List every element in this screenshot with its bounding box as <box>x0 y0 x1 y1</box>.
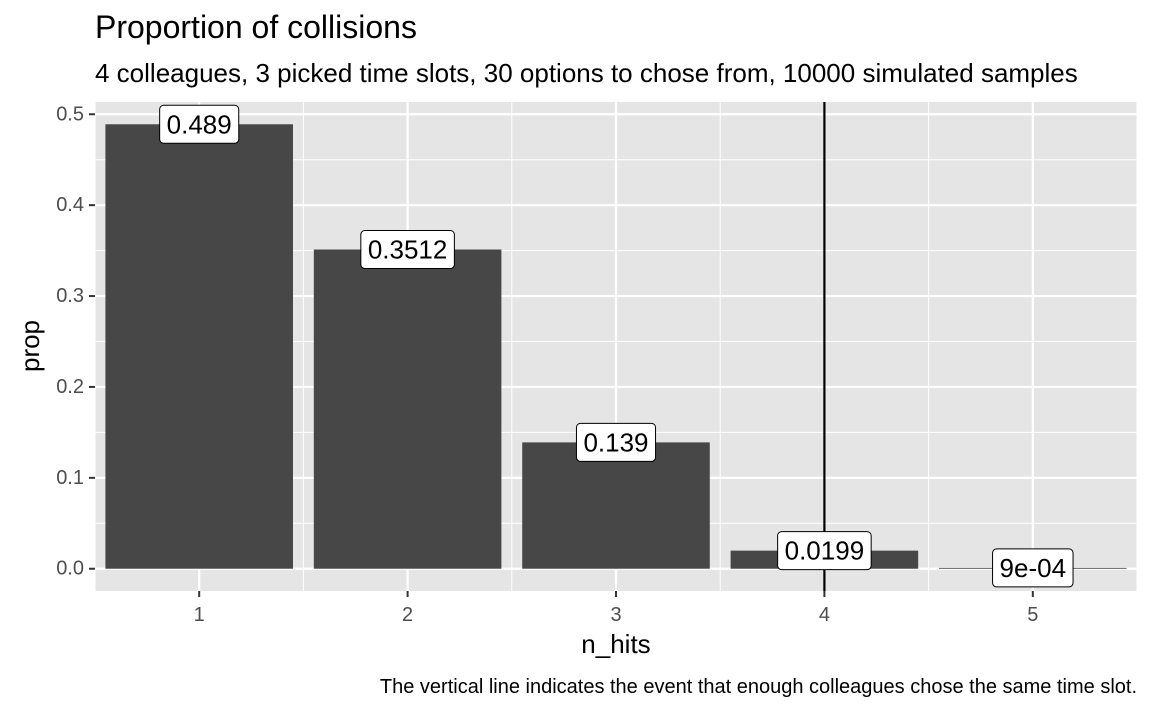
y-tick-label: 0.2 <box>56 376 84 398</box>
data-label-box <box>360 230 455 270</box>
data-label-5: 9e-04 <box>992 548 1074 588</box>
y-tick-label: 0.4 <box>56 194 84 216</box>
data-label-text: 0.139 <box>583 427 648 457</box>
y-axis-title: prop <box>15 320 45 372</box>
data-label-box <box>992 548 1074 588</box>
bars <box>105 124 1127 569</box>
x-tick-label: 3 <box>610 604 621 626</box>
data-label-box <box>159 104 240 144</box>
data-label-3: 0.139 <box>575 422 657 462</box>
x-axis: 1 2 3 4 5 <box>194 591 1038 626</box>
data-labels: 0.489 0.3512 0.139 0.0199 9e-04 <box>159 104 1074 588</box>
y-axis: 0.0 0.1 0.2 0.3 0.4 0.5 <box>56 103 95 580</box>
data-label-1: 0.489 <box>159 104 240 144</box>
x-tick-label: 1 <box>194 604 205 626</box>
data-label-text: 9e-04 <box>1000 553 1067 583</box>
data-label-box <box>777 531 872 571</box>
x-axis-title: n_hits <box>581 629 650 659</box>
data-label-text: 0.3512 <box>368 235 448 265</box>
y-tick-label: 0.5 <box>56 103 84 125</box>
chart-caption: The vertical line indicates the event th… <box>380 676 1137 698</box>
chart-title: Proportion of collisions <box>95 9 417 45</box>
data-label-text: 0.489 <box>167 109 232 139</box>
data-label-4: 0.0199 <box>777 531 872 571</box>
data-label-text: 0.0199 <box>785 536 865 566</box>
chart-subtitle: 4 colleagues, 3 picked time slots, 30 op… <box>95 58 1078 88</box>
y-tick-label: 0.0 <box>56 558 84 580</box>
x-tick-label: 5 <box>1027 604 1038 626</box>
x-tick-label: 2 <box>402 604 413 626</box>
bar-2 <box>313 249 502 569</box>
data-label-2: 0.3512 <box>360 230 455 270</box>
bar-1 <box>105 124 293 569</box>
data-label-box <box>575 422 657 462</box>
y-tick-label: 0.3 <box>56 285 84 307</box>
bar-3 <box>522 442 710 569</box>
y-tick-label: 0.1 <box>56 467 84 489</box>
x-tick-label: 4 <box>819 604 830 626</box>
